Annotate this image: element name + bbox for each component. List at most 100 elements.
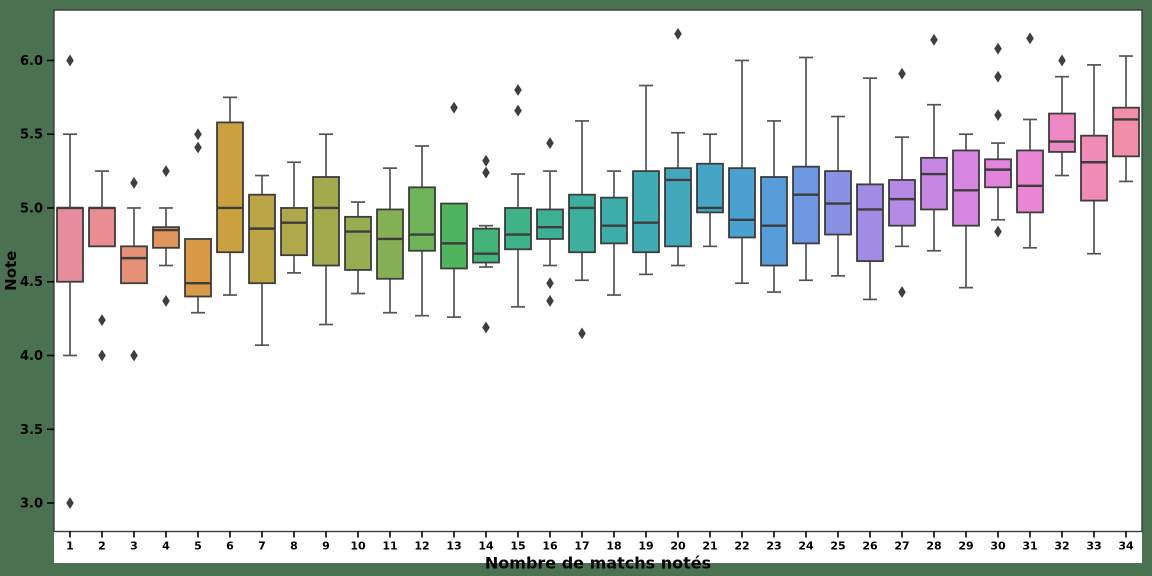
box-body (856, 183, 884, 262)
outlier-diamond (514, 104, 522, 117)
outlier-diamond (898, 286, 906, 298)
x-tick-label: 5 (194, 540, 202, 553)
x-tick-label: 21 (702, 540, 717, 553)
x-tick-label: 1 (66, 540, 74, 553)
box-group-9 (312, 133, 340, 326)
box-group-10 (344, 201, 372, 295)
x-tick-label: 25 (830, 540, 845, 553)
box-body (344, 215, 372, 271)
x-tick-label: 12 (414, 540, 429, 553)
box-body (536, 208, 564, 240)
x-tick-label: 26 (862, 540, 878, 553)
x-tick-label: 33 (1086, 540, 1101, 553)
outlier-diamond (514, 84, 522, 96)
box-body (760, 176, 788, 267)
outlier-diamond (98, 314, 106, 327)
box-group-12 (408, 145, 436, 317)
box-body (120, 245, 148, 285)
box-group-14 (472, 154, 500, 334)
x-axis-title: Nombre de matchs notés (485, 554, 711, 573)
box-body (152, 226, 180, 249)
box-group-13 (440, 101, 468, 318)
box-group-31 (1016, 32, 1044, 249)
box-body (600, 196, 628, 245)
x-tick-label: 34 (1118, 540, 1134, 553)
outlier-diamond (994, 70, 1002, 83)
plot-and-xaxis-background (54, 10, 1142, 563)
box-body (472, 227, 500, 264)
y-tick-label: 3.5 (20, 423, 43, 438)
outlier-diamond (578, 327, 586, 340)
outlier-diamond (546, 137, 554, 149)
box-body (1112, 106, 1140, 158)
outlier-diamond (1026, 32, 1034, 45)
box-group-7 (248, 174, 276, 347)
x-tick-label: 7 (258, 540, 266, 553)
box-group-1 (56, 54, 84, 509)
box-group-11 (376, 167, 404, 314)
outlier-diamond (994, 109, 1002, 121)
outlier-diamond (1058, 54, 1066, 67)
box-group-30 (984, 42, 1012, 238)
x-tick-label: 22 (734, 540, 749, 553)
box-body (56, 207, 84, 283)
x-tick-label: 32 (1054, 540, 1069, 553)
box-body (88, 207, 116, 248)
outlier-diamond (482, 321, 490, 334)
box-body (664, 167, 692, 248)
outlier-diamond (194, 141, 202, 154)
axes-spines (53, 9, 1143, 533)
box-group-5 (184, 128, 212, 314)
x-tick-label: 8 (290, 540, 298, 553)
outlier-diamond (98, 349, 106, 362)
x-tick-label: 31 (1022, 540, 1037, 553)
box-body (440, 202, 468, 270)
box-body (312, 176, 340, 267)
box-body (792, 165, 820, 245)
outlier-diamond (546, 277, 554, 290)
x-tick-label: 28 (926, 540, 941, 553)
box-body (632, 170, 660, 254)
outlier-diamond (994, 225, 1002, 238)
outlier-diamond (450, 101, 458, 114)
x-tick-label: 23 (766, 540, 781, 553)
y-tick-label: 5.0 (20, 201, 43, 216)
x-tick-label: 11 (382, 540, 397, 553)
x-tick-label: 15 (510, 540, 525, 553)
y-tick-label: 5.5 (20, 128, 43, 143)
x-tick-label: 16 (542, 540, 558, 553)
outlier-diamond (674, 27, 682, 40)
x-tick-label: 2 (98, 540, 106, 553)
box-group-29 (952, 133, 980, 289)
box-body (1016, 149, 1044, 214)
x-tick-label: 14 (478, 540, 494, 553)
box-group-32 (1048, 54, 1076, 177)
box-body (888, 179, 916, 227)
box-group-33 (1080, 64, 1108, 255)
outlier-diamond (482, 166, 490, 179)
box-body (984, 158, 1012, 189)
box-body (376, 208, 404, 280)
x-tick-label: 29 (958, 540, 973, 553)
box-group-4 (152, 165, 180, 307)
box-group-22 (728, 59, 756, 285)
box-group-28 (920, 33, 948, 252)
box-group-21 (696, 133, 724, 248)
outlier-diamond (546, 294, 554, 307)
x-tick-label: 24 (798, 540, 814, 553)
y-tick-label: 4.0 (20, 349, 43, 364)
outlier-diamond (66, 54, 74, 67)
box-group-19 (632, 84, 660, 276)
y-tick-label: 3.0 (20, 497, 43, 512)
outlier-diamond (898, 67, 906, 80)
box-group-15 (504, 84, 532, 308)
x-tick-label: 9 (322, 540, 330, 553)
x-tick-label: 3 (130, 540, 138, 553)
box-body (216, 121, 244, 254)
box-group-17 (568, 120, 596, 340)
box-body (728, 167, 756, 239)
y-axis-title: Note (2, 251, 20, 291)
outlier-diamond (162, 294, 170, 307)
